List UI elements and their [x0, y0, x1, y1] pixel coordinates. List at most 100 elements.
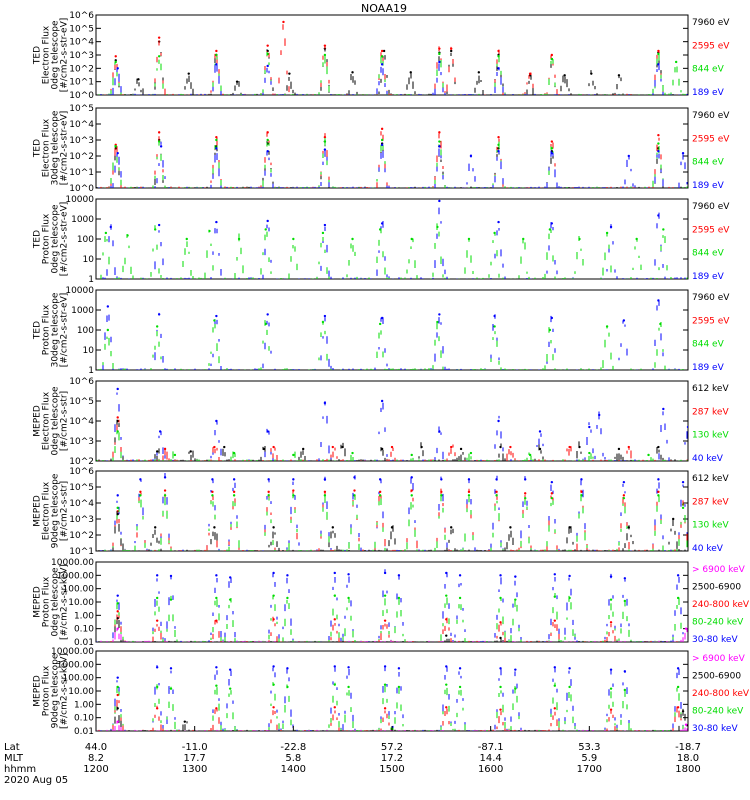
legend-entry: 844 eV [692, 249, 725, 259]
legend-entry: 612 keV [692, 384, 729, 394]
data-point [267, 478, 270, 481]
data-point [380, 399, 384, 403]
y-tick-label: 10000 [65, 286, 94, 296]
data-point [292, 453, 295, 457]
y-tick-label: 10^3 [69, 515, 94, 525]
data-point [266, 44, 269, 47]
data-point [550, 480, 554, 484]
data-group [100, 199, 688, 279]
data-point [323, 148, 327, 151]
data-point [627, 445, 630, 449]
data-point [438, 430, 441, 433]
data-point [323, 490, 327, 494]
y-tick-label: 10 [83, 255, 95, 265]
data-point [341, 445, 344, 449]
data-point [420, 445, 423, 449]
y-tick-label: 1000.00 [57, 571, 94, 581]
panel-frame [95, 198, 689, 280]
data-point [157, 55, 161, 58]
data-point [189, 450, 192, 453]
data-point [154, 228, 157, 231]
data-point [378, 228, 382, 231]
data-point [266, 313, 269, 316]
data-point [323, 314, 327, 318]
legend-entry: 2500-6900 [692, 583, 741, 593]
data-point [109, 225, 113, 229]
y-axis-label: TED Electron Flux 30deg telescope [#/cm2-s-… [33, 110, 70, 185]
data-point [528, 72, 532, 75]
data-point [282, 20, 285, 24]
y-tick-label: 10^2 [69, 457, 94, 467]
legend-entry: 844 eV [692, 158, 725, 168]
data-point [232, 490, 236, 494]
data-point [262, 447, 265, 451]
legend-entry: 80-240 keV [692, 618, 744, 628]
data-point [157, 223, 161, 227]
series-2595-ev [98, 127, 688, 188]
data-point [331, 526, 334, 529]
data-point [323, 478, 327, 481]
data-point [116, 67, 119, 70]
data-point [681, 151, 685, 155]
data-point [681, 480, 685, 484]
data-point [155, 325, 159, 328]
data-point [215, 53, 218, 57]
y-axis-label-line: Proton Flux [42, 213, 52, 264]
data-point [524, 478, 527, 481]
data-point [380, 55, 384, 58]
y-tick-label: 10^3 [69, 136, 94, 146]
data-point [154, 526, 157, 529]
data-point [211, 490, 214, 494]
data-point [550, 57, 554, 61]
data-point [104, 231, 108, 235]
data-point [467, 478, 471, 481]
data-point [163, 447, 167, 451]
data-point [568, 526, 571, 529]
y-tick-label: 10^5 [69, 24, 94, 34]
data-point [378, 490, 382, 494]
data-point [662, 228, 665, 231]
y-axis-label: MEPED Proton Flux 0deg telescope [#/cm2-s-s… [33, 564, 70, 640]
series-189-ev [98, 141, 688, 188]
data-point [440, 494, 443, 497]
legend-entry: 40 keV [692, 454, 724, 464]
data-point [323, 401, 327, 405]
data-point [438, 140, 441, 143]
data-point [524, 496, 527, 500]
y-tick-label: 10^2 [69, 64, 94, 74]
data-point [609, 225, 613, 229]
data-point [139, 490, 142, 494]
data-point [390, 445, 394, 449]
y-tick-label: 10^2 [69, 531, 94, 541]
data-point [538, 447, 542, 451]
series-2595-ev [98, 20, 688, 95]
data-point [410, 476, 413, 479]
data-point [380, 127, 384, 131]
y-axis-label-line: 90deg telescope [51, 473, 61, 548]
y-tick-label: 10 [83, 346, 95, 356]
data-group [96, 387, 688, 461]
data-point [292, 489, 295, 492]
data-point [672, 517, 675, 521]
data-point [440, 478, 443, 481]
data-point [538, 430, 542, 433]
data-point [495, 478, 498, 481]
data-point [213, 526, 216, 529]
legend-entry: 7960 eV [692, 202, 730, 212]
y-tick-label: 1 [88, 275, 94, 285]
data-point [215, 147, 218, 150]
series-7960-ev [96, 40, 686, 95]
data-point [438, 313, 441, 316]
data-point [580, 494, 583, 497]
data-point [509, 445, 512, 449]
data-point [266, 430, 269, 433]
data-point [163, 476, 167, 479]
data-point [657, 478, 660, 481]
data-point [410, 489, 413, 492]
data-point [215, 135, 218, 139]
data-point [467, 490, 471, 494]
data-point [114, 60, 117, 64]
